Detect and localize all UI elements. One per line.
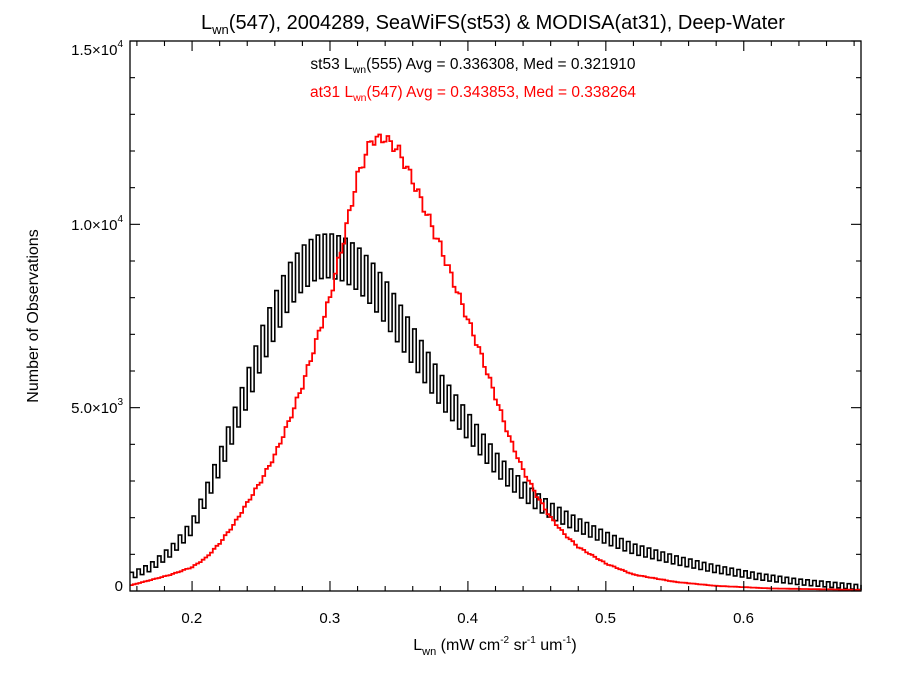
y-tick-label-15000: 1.5×104 bbox=[71, 39, 123, 59]
y-tick-label-5000: 5.0×103 bbox=[71, 397, 123, 417]
x-tick-label-0.2: 0.2 bbox=[181, 610, 202, 627]
y-axis-label: Number of Observations bbox=[25, 229, 42, 402]
annotation-at31: at31 Lwn(547) Avg = 0.343853, Med = 0.33… bbox=[310, 84, 636, 104]
series-st53-histogram bbox=[130, 233, 862, 591]
x-tick-label-0.6: 0.6 bbox=[733, 610, 754, 627]
plot-frame bbox=[129, 40, 862, 592]
series-at31-histogram bbox=[130, 133, 861, 591]
x-tick-label-0.5: 0.5 bbox=[595, 610, 616, 627]
x-tick-label-0.4: 0.4 bbox=[457, 610, 478, 627]
x-tick-label-0.3: 0.3 bbox=[319, 610, 340, 627]
annotation-st53: st53 Lwn(555) Avg = 0.336308, Med = 0.32… bbox=[310, 56, 636, 76]
axis-ticks bbox=[130, 40, 861, 592]
x-axis-label: Lwn (mW cm-2 sr-1 um-1) bbox=[413, 635, 576, 658]
x-tick-labels: 0.2 0.3 0.4 0.5 0.6 bbox=[181, 610, 754, 627]
y-tick-label-0: 0 bbox=[115, 578, 123, 595]
y-tick-label-10000: 1.0×104 bbox=[71, 214, 123, 234]
chart-title: Lwn(547), 2004289, SeaWiFS(st53) & MODIS… bbox=[201, 12, 785, 37]
y-tick-labels: 0 5.0×103 1.0×104 1.5×104 bbox=[71, 39, 123, 595]
